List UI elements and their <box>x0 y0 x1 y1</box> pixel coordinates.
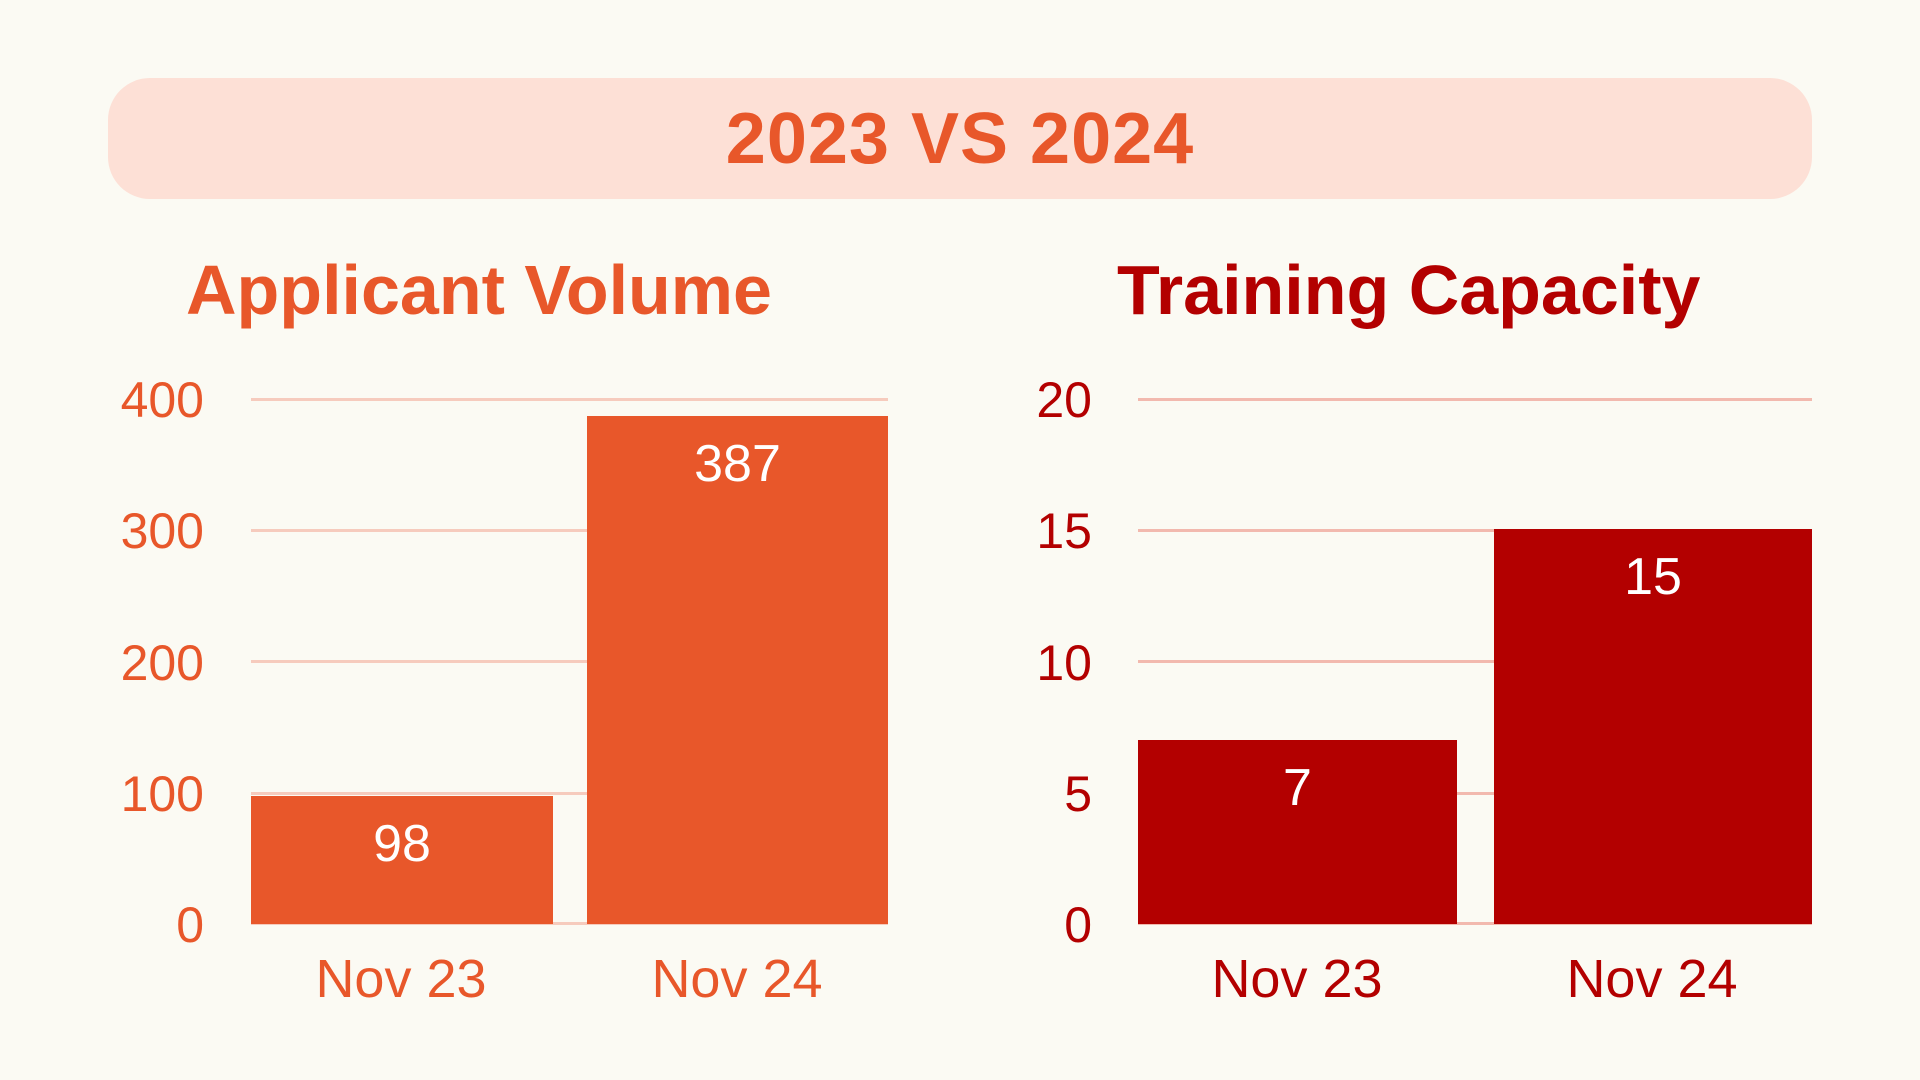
y-tick-label: 0 <box>1064 897 1092 953</box>
bar-value-label: 387 <box>694 435 781 493</box>
y-tick-label: 100 <box>120 766 204 822</box>
gridline <box>1138 529 1812 532</box>
bar-nov-23: 98 <box>251 796 553 924</box>
gridline <box>251 660 888 663</box>
y-tick-label: 300 <box>120 503 204 559</box>
x-tick-label: Nov 23 <box>1211 949 1383 1009</box>
y-tick-label: 5 <box>1064 766 1092 822</box>
gridline <box>251 792 888 795</box>
gridline <box>1138 792 1812 795</box>
x-tick-label: Nov 24 <box>651 949 823 1009</box>
y-tick-label: 200 <box>120 635 204 691</box>
baseline <box>1138 922 1812 925</box>
y-tick-label: 20 <box>1036 372 1092 428</box>
gridline <box>251 529 888 532</box>
banner-title: 2023 VS 2024 <box>725 98 1195 179</box>
bar-nov-24: 387 <box>587 416 888 924</box>
bar-nov-24: 15 <box>1494 529 1812 924</box>
baseline <box>251 922 888 925</box>
gridline <box>251 398 888 401</box>
bar-value-label: 15 <box>1624 548 1682 606</box>
x-tick-label: Nov 24 <box>1566 949 1738 1009</box>
y-tick-label: 0 <box>176 897 204 953</box>
y-tick-label: 15 <box>1036 503 1092 559</box>
gridline <box>1138 398 1812 401</box>
header-banner: 2023 VS 2024 <box>108 78 1812 199</box>
y-tick-label: 10 <box>1036 635 1092 691</box>
bar-nov-23: 7 <box>1138 740 1457 924</box>
x-tick-label: Nov 23 <box>315 949 487 1009</box>
chart-title: Training Capacity <box>1117 251 1701 329</box>
bar-value-label: 98 <box>373 815 431 873</box>
gridline <box>1138 660 1812 663</box>
bar-value-label: 7 <box>1283 759 1312 817</box>
y-tick-label: 400 <box>120 372 204 428</box>
chart-title: Applicant Volume <box>186 251 772 329</box>
